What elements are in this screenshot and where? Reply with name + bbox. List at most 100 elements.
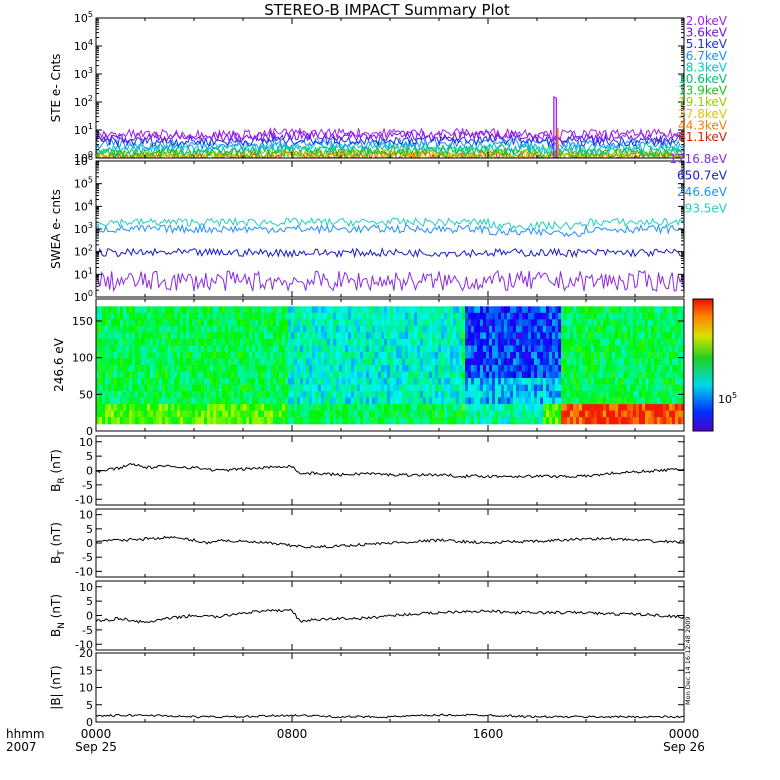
heatmap-cell: [471, 404, 475, 412]
heatmap-cell: [276, 338, 280, 347]
heatmap-cell: [426, 391, 430, 399]
heatmap-cell: [417, 345, 421, 353]
heatmap-cell: [126, 312, 130, 320]
heatmap-cell: [174, 384, 178, 392]
heatmap-cell: [240, 325, 244, 334]
heatmap-cell: [306, 404, 310, 412]
heatmap-cell: [99, 417, 103, 425]
heatmap-cell: [99, 410, 103, 418]
heatmap-cell: [216, 397, 220, 405]
heatmap-cell: [651, 417, 655, 425]
heatmap-cell: [288, 319, 292, 327]
heatmap-cell: [603, 404, 607, 412]
heatmap-cell: [174, 378, 178, 386]
heatmap-cell: [672, 371, 676, 379]
heatmap-cell: [534, 384, 538, 392]
heatmap-cell: [252, 351, 256, 360]
heatmap-cell: [597, 332, 601, 340]
heatmap-cell: [417, 397, 421, 405]
heatmap-cell: [279, 306, 283, 314]
heatmap-cell: [498, 338, 502, 347]
heatmap-cell: [132, 332, 136, 340]
heatmap-cell: [609, 417, 613, 425]
heatmap-cell: [342, 404, 346, 412]
heatmap-cell: [195, 351, 199, 360]
heatmap-cell: [489, 345, 493, 353]
heatmap-cell: [291, 338, 295, 347]
heatmap-cell: [237, 371, 241, 379]
heatmap-cell: [519, 371, 523, 379]
heatmap-cell: [243, 358, 247, 366]
heatmap-cell: [558, 306, 562, 314]
heatmap-cell: [186, 410, 190, 418]
heatmap-cell: [636, 404, 640, 412]
heatmap-cell: [375, 404, 379, 412]
heatmap-cell: [384, 325, 388, 334]
heatmap-cell: [327, 371, 331, 379]
heatmap-cell: [387, 384, 391, 392]
heatmap-cell: [114, 358, 118, 366]
heatmap-cell: [228, 325, 232, 334]
heatmap-cell: [369, 371, 373, 379]
heatmap-cell: [534, 404, 538, 412]
tick-exponent: 4: [88, 38, 93, 47]
heatmap-cell: [501, 358, 505, 366]
heatmap-cell: [441, 338, 445, 347]
heatmap-cell: [459, 417, 463, 425]
heatmap-cell: [453, 417, 457, 425]
heatmap-cell: [372, 306, 376, 314]
heatmap-cell: [354, 325, 358, 334]
heatmap-cell: [399, 345, 403, 353]
heatmap-cell: [183, 312, 187, 320]
heatmap-cell: [675, 338, 679, 347]
heatmap-cell: [411, 410, 415, 418]
heatmap-cell: [456, 358, 460, 366]
heatmap-cell: [597, 312, 601, 320]
heatmap-cell: [216, 345, 220, 353]
heatmap-cell: [546, 397, 550, 405]
heatmap-cell: [657, 312, 661, 320]
heatmap-cell: [279, 397, 283, 405]
heatmap-cell: [435, 319, 439, 327]
heatmap-cell: [126, 338, 130, 347]
heatmap-cell: [96, 351, 100, 360]
heatmap-cell: [324, 365, 328, 373]
heatmap-cell: [624, 312, 628, 320]
heatmap-cell: [336, 384, 340, 392]
heatmap-cell: [495, 312, 499, 320]
heatmap-cell: [630, 358, 634, 366]
heatmap-cell: [108, 417, 112, 425]
heatmap-cell: [123, 319, 127, 327]
heatmap-cell: [522, 397, 526, 405]
heatmap-cell: [507, 325, 511, 334]
heatmap-cell: [633, 312, 637, 320]
heatmap-cell: [669, 338, 673, 347]
heatmap-cell: [384, 417, 388, 425]
heatmap-cell: [153, 312, 157, 320]
heatmap-cell: [513, 312, 517, 320]
heatmap-cell: [171, 365, 175, 373]
heatmap-cell: [99, 319, 103, 327]
heatmap-cell: [255, 325, 259, 334]
heatmap-cell: [672, 325, 676, 334]
heatmap-cell: [279, 319, 283, 327]
heatmap-cell: [195, 397, 199, 405]
heatmap-cell: [288, 404, 292, 412]
heatmap-cell: [438, 397, 442, 405]
heatmap-cell: [186, 325, 190, 334]
heatmap-cell: [99, 332, 103, 340]
heatmap-cell: [606, 338, 610, 347]
heatmap-cell: [582, 319, 586, 327]
heatmap-cell: [291, 325, 295, 334]
heatmap-cell: [237, 358, 241, 366]
heatmap-cell: [213, 391, 217, 399]
heatmap-cell: [600, 378, 604, 386]
y-tick-label: 100: [74, 289, 93, 304]
heatmap-cell: [102, 384, 106, 392]
heatmap-cell: [642, 391, 646, 399]
heatmap-cell: [387, 371, 391, 379]
heatmap-cell: [660, 312, 664, 320]
heatmap-cell: [312, 397, 316, 405]
heatmap-cell: [117, 338, 121, 347]
